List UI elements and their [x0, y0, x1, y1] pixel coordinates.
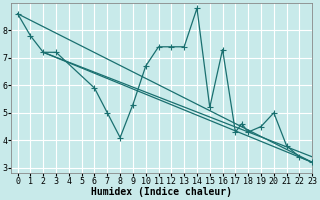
X-axis label: Humidex (Indice chaleur): Humidex (Indice chaleur): [91, 187, 232, 197]
